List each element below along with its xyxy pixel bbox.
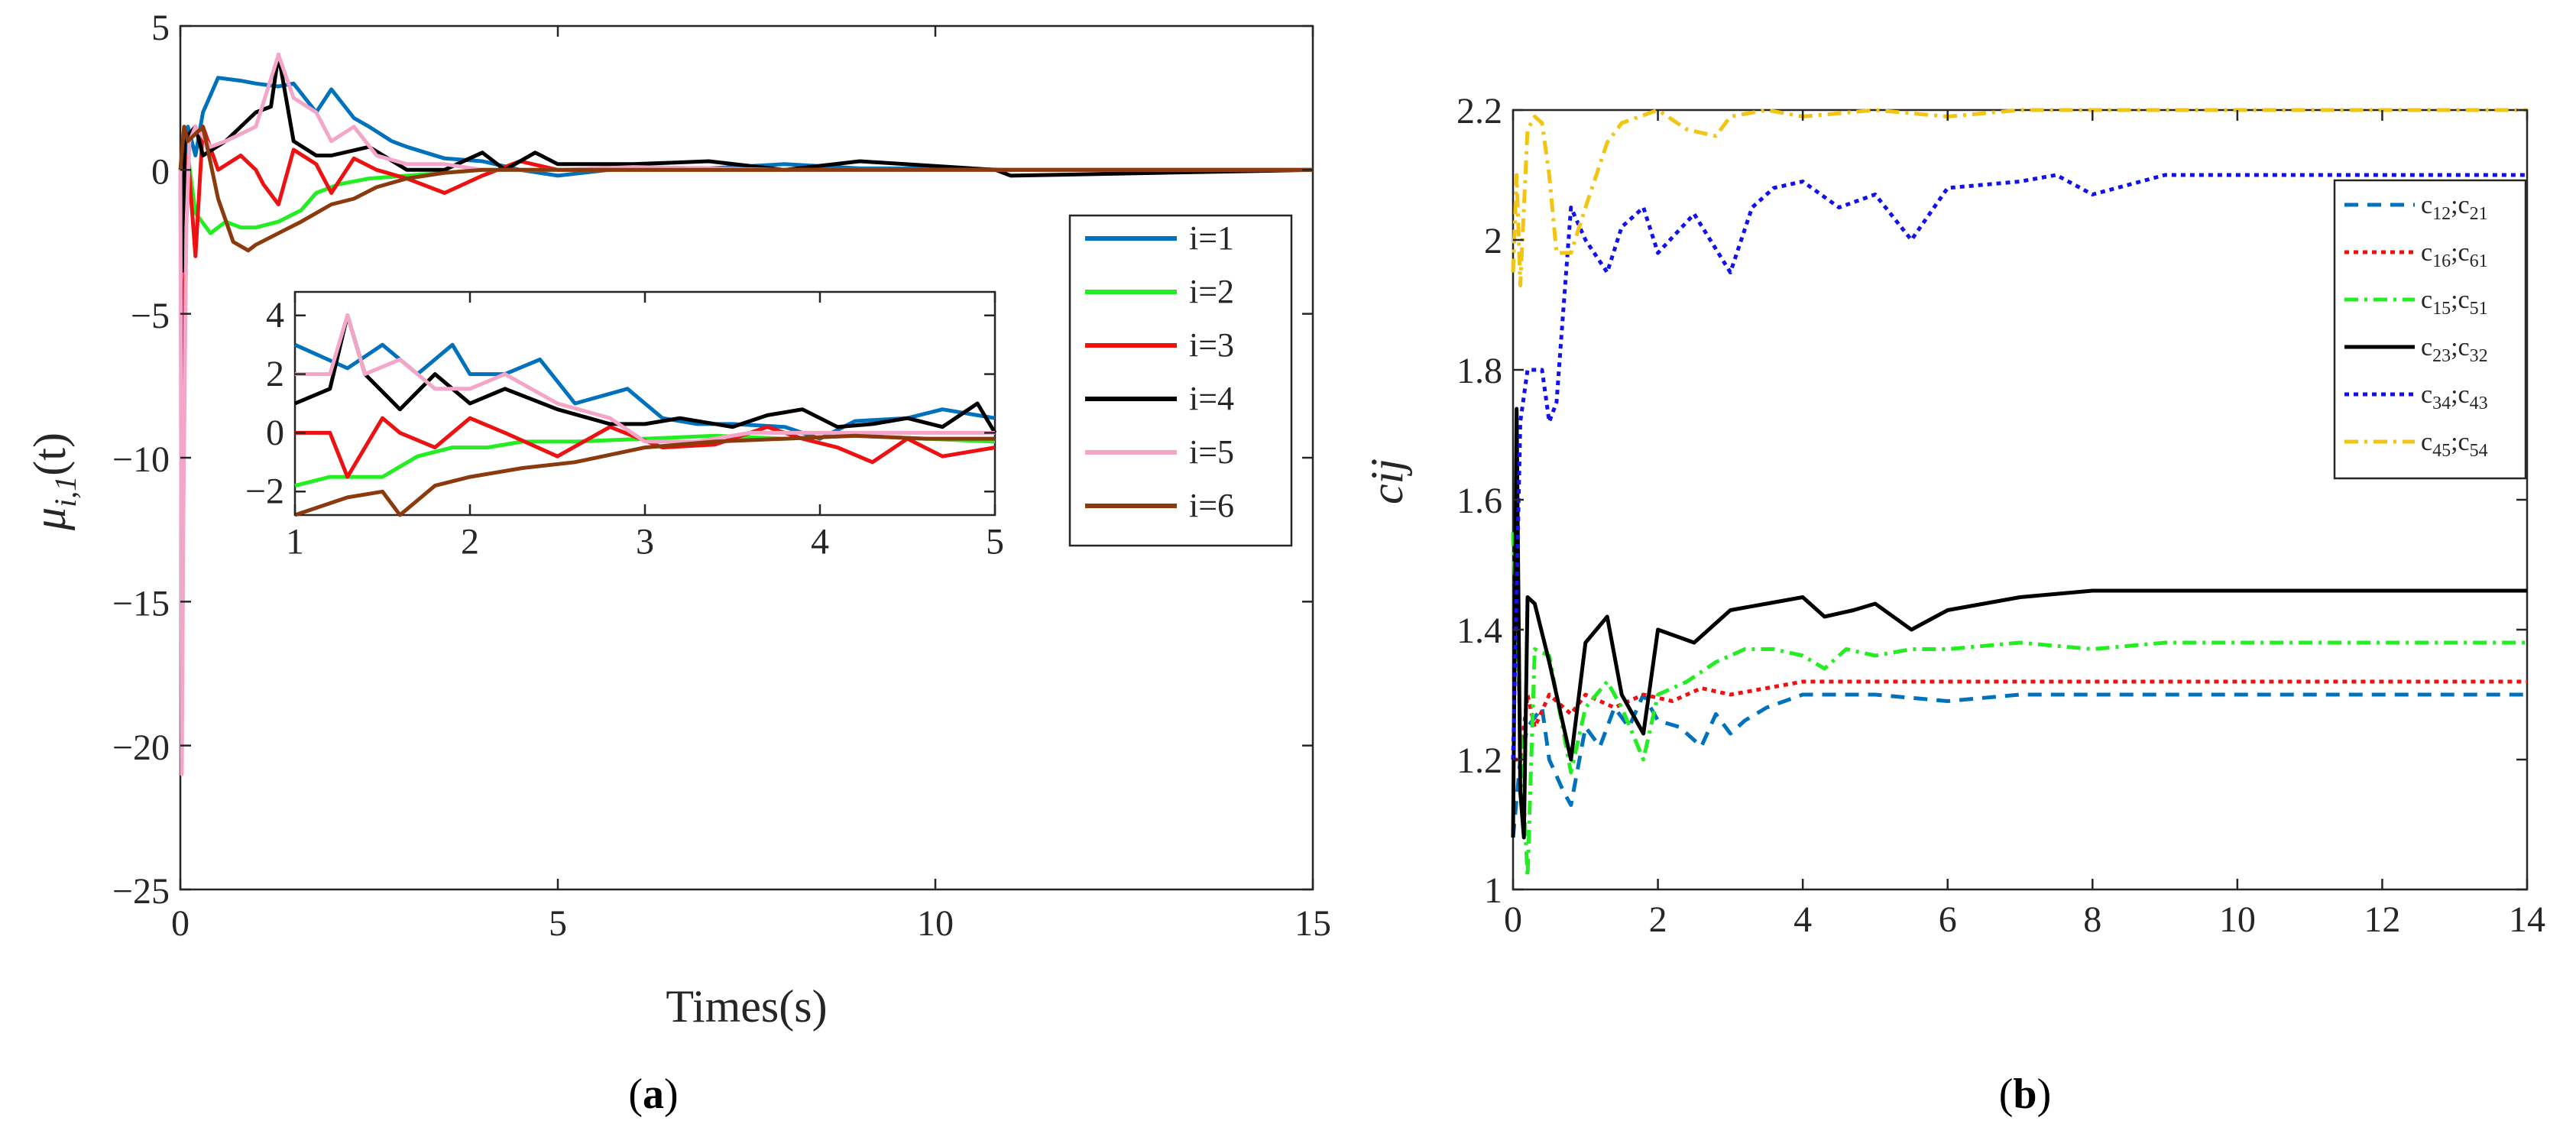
a-ytick-label: −20: [112, 727, 170, 768]
inset-ticks: 1 2 3 4 5 4 2 0 −2: [245, 292, 1004, 562]
legend-b-label-3: c15;c51: [2421, 286, 2488, 319]
series-line-b-6: [1511, 108, 2527, 287]
a-ytick-label: −25: [112, 871, 170, 912]
legend-b-label-6: c45;c54: [2421, 428, 2488, 461]
a-xtick-label: 0: [171, 903, 190, 944]
legend-a-label-2: i=2: [1189, 273, 1234, 310]
inset-xtick-label: 3: [636, 522, 654, 562]
y-axis-label-a: μi,1(t): [24, 433, 83, 531]
b-xtick-label: 6: [1939, 899, 1957, 940]
b-xtick-label: 2: [1649, 899, 1667, 940]
series-b: [1511, 108, 2527, 879]
x-axis-label-a: Times(s): [666, 981, 827, 1032]
a-ytick-label: 0: [151, 152, 170, 193]
caption-b: (b): [1999, 1071, 2051, 1118]
legend-b-label-2: c16;c61: [2421, 238, 2488, 271]
y-axis-label-b: cij: [1362, 458, 1412, 504]
b-xtick-label: 10: [2219, 899, 2256, 940]
legend-a-label-5: i=5: [1189, 433, 1234, 471]
b-ytick-label: 2.2: [1456, 91, 1502, 131]
a-xtick-label: 15: [1294, 903, 1331, 944]
inset-xtick-label: 5: [986, 522, 1004, 562]
legend-box-b: [2333, 179, 2527, 480]
series-line-b-3: [1511, 532, 2527, 879]
legend-box-a: [1068, 214, 1293, 547]
legend-b-label-4: c23;c32: [2421, 333, 2488, 366]
series-line-inset-4: [294, 313, 997, 434]
b-xtick-label: 14: [2509, 899, 2545, 940]
b-ytick-label: 1.8: [1456, 351, 1502, 391]
series-line-b-4: [1511, 407, 2527, 840]
ticks-b: 0 2 4 6 8 10 12 14 2.2 2 1.8 1.6 1.4 1.2 1: [1456, 91, 2545, 940]
series-line-inset-6: [294, 433, 995, 517]
inset-ytick-label: 0: [266, 413, 284, 453]
inset-a: 1 2 3 4 5 4 2 0 −2: [245, 290, 1004, 562]
inset-ytick-label: 2: [266, 354, 284, 394]
b-xtick-label: 12: [2364, 899, 2400, 940]
a-ytick-label: 5: [151, 8, 170, 48]
a-ytick-label: −15: [112, 584, 170, 624]
caption-a: (a): [628, 1071, 678, 1118]
inset-xtick-label: 2: [461, 522, 479, 562]
b-xtick-label: 8: [2083, 899, 2101, 940]
inset-ytick-label: 4: [266, 295, 284, 335]
legend-b-label-5: c34;c43: [2421, 381, 2488, 413]
legend-a-label-6: i=6: [1189, 487, 1234, 524]
legend-b-label-1: c12;c21: [2421, 191, 2488, 224]
a-xtick-label: 5: [549, 903, 567, 944]
legend-a-label-4: i=4: [1189, 380, 1234, 417]
b-xtick-label: 0: [1504, 899, 1522, 940]
panel-b: 0 2 4 6 8 10 12 14 2.2 2 1.8 1.6 1.4 1.2 1 cij c12;c21…: [1362, 91, 2545, 1118]
b-ytick-label: 1.2: [1456, 740, 1502, 781]
inset-xtick-label: 1: [286, 522, 304, 562]
series-line-inset-3: [295, 416, 996, 479]
a-xtick-label: 10: [917, 903, 954, 944]
legend-a-label-3: i=3: [1189, 326, 1234, 364]
a-ytick-label: −5: [131, 296, 170, 336]
series-line-b-5: [1511, 173, 2527, 760]
series-line-inset-5: [295, 313, 995, 444]
b-ytick-label: 1.6: [1456, 481, 1502, 521]
b-ytick-label: 2: [1484, 221, 1502, 261]
b-ytick-label: 1: [1484, 870, 1502, 911]
inset-series: [293, 313, 997, 517]
legend-b: c12;c21 c16;c61 c15;c51 c23;c32 c34;c43 c45;c…: [2333, 179, 2527, 480]
b-xtick-label: 4: [1793, 899, 1812, 940]
inset-xtick-label: 4: [811, 522, 829, 562]
series-line-b-2: [1513, 679, 2527, 762]
inset-ytick-label: −2: [245, 471, 284, 512]
a-ytick-label: −10: [112, 439, 170, 480]
series-line-a-6: [178, 125, 1313, 253]
legend-a-label-1: i=1: [1189, 219, 1234, 257]
legend-a: i=1 i=2 i=3 i=4 i=5 i=6: [1068, 214, 1293, 547]
b-ytick-label: 1.4: [1456, 611, 1502, 651]
